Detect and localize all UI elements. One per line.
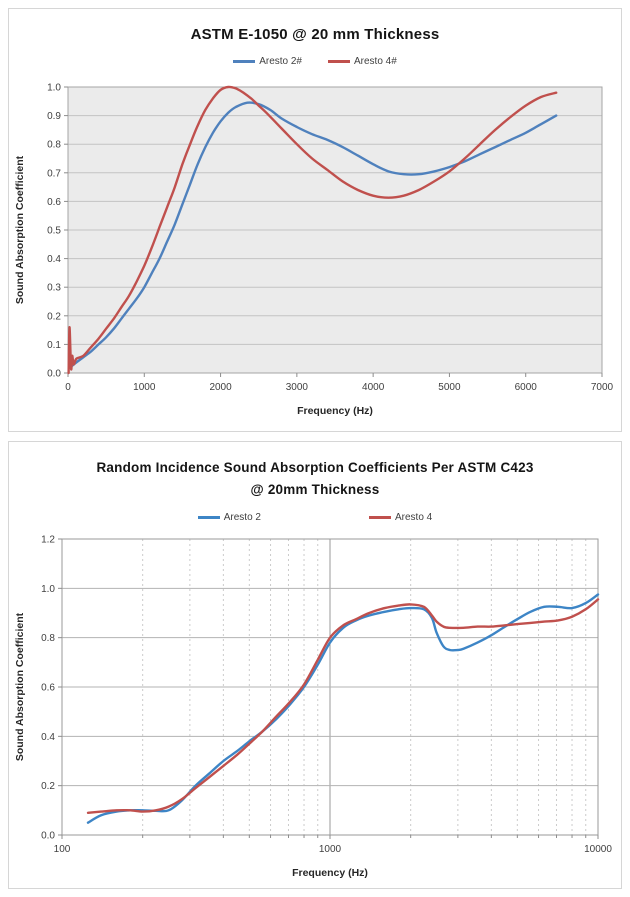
legend-item-aresto-2: Aresto 2# xyxy=(233,56,302,67)
chart-title-line1: Random Incidence Sound Absorption Coeffi… xyxy=(96,460,534,475)
svg-text:0.3: 0.3 xyxy=(47,283,61,294)
svg-text:0.9: 0.9 xyxy=(47,111,61,122)
svg-text:0.6: 0.6 xyxy=(47,197,61,208)
svg-text:Sound Absorption Coefficient: Sound Absorption Coefficient xyxy=(14,155,26,304)
svg-text:1000: 1000 xyxy=(319,844,342,855)
legend-item-aresto-4: Aresto 4# xyxy=(328,56,397,67)
line-chart-astm-e1050: 0 1000 2000 3000 4000 5000 6000 7000 0.0 0.1 0.2 0.… xyxy=(14,83,614,418)
svg-text:100: 100 xyxy=(54,844,71,855)
svg-text:0.4: 0.4 xyxy=(41,732,55,743)
legend-label-aresto-4: Aresto 4# xyxy=(354,56,397,67)
legend-swatch-aresto-2 xyxy=(197,516,220,520)
svg-text:Frequency (Hz): Frequency (Hz) xyxy=(297,405,373,417)
svg-text:1.0: 1.0 xyxy=(47,83,61,94)
legend-label-aresto-2: Aresto 2# xyxy=(259,56,302,67)
svg-text:1.2: 1.2 xyxy=(41,535,55,546)
legend-top-chart: Aresto 2# Aresto 4# xyxy=(9,56,621,67)
chart-title-astm-c423: Random Incidence Sound Absorption Coeffi… xyxy=(19,457,611,500)
svg-text:0.0: 0.0 xyxy=(41,831,55,842)
svg-text:10000: 10000 xyxy=(584,844,612,855)
legend-bottom-chart: Aresto 2 Aresto 4 xyxy=(9,512,621,523)
svg-text:0: 0 xyxy=(65,382,71,393)
chart-title-astm-e1050: ASTM E-1050 @ 20 mm Thickness xyxy=(190,26,440,43)
panel-astm-e1050-chart: ASTM E-1050 @ 20 mm Thickness Aresto 2# … xyxy=(8,8,622,432)
svg-text:0.0: 0.0 xyxy=(47,369,61,380)
svg-text:0.6: 0.6 xyxy=(41,683,55,694)
svg-text:0.2: 0.2 xyxy=(47,311,61,322)
svg-text:5000: 5000 xyxy=(438,382,461,393)
svg-text:0.4: 0.4 xyxy=(47,254,61,265)
legend-swatch-aresto-2 xyxy=(233,60,256,63)
svg-text:1000: 1000 xyxy=(133,382,156,393)
svg-text:0.8: 0.8 xyxy=(41,633,55,644)
svg-text:6000: 6000 xyxy=(515,382,538,393)
legend-swatch-aresto-4 xyxy=(369,516,391,520)
panel-astm-c423-chart: Random Incidence Sound Absorption Coeffi… xyxy=(8,441,622,889)
svg-text:1.0: 1.0 xyxy=(41,584,55,595)
svg-text:0.7: 0.7 xyxy=(47,168,61,179)
line-chart-astm-c423: 100 1000 10000 0.0 0.2 0.4 0.6 0.8 1.0 1.2 Frequen… xyxy=(14,535,612,880)
svg-text:7000: 7000 xyxy=(591,382,614,393)
svg-text:0.2: 0.2 xyxy=(41,781,55,792)
svg-text:4000: 4000 xyxy=(362,382,385,393)
svg-text:0.8: 0.8 xyxy=(47,140,61,151)
legend-item-aresto-2: Aresto 2 xyxy=(197,512,261,524)
svg-text:Sound Absorption Coefficient: Sound Absorption Coefficient xyxy=(14,613,26,762)
svg-text:2000: 2000 xyxy=(209,382,232,393)
svg-text:0.5: 0.5 xyxy=(47,226,61,237)
svg-text:3000: 3000 xyxy=(286,382,309,393)
legend-label-aresto-4: Aresto 4 xyxy=(395,512,433,524)
svg-text:Frequency (Hz): Frequency (Hz) xyxy=(292,867,368,879)
chart-title-line2: @ 20mm Thickness xyxy=(250,481,380,497)
legend-label-aresto-2: Aresto 2 xyxy=(223,512,261,524)
svg-text:0.1: 0.1 xyxy=(47,340,61,351)
legend-item-aresto-4: Aresto 4 xyxy=(369,512,432,523)
legend-swatch-aresto-4 xyxy=(328,60,350,63)
